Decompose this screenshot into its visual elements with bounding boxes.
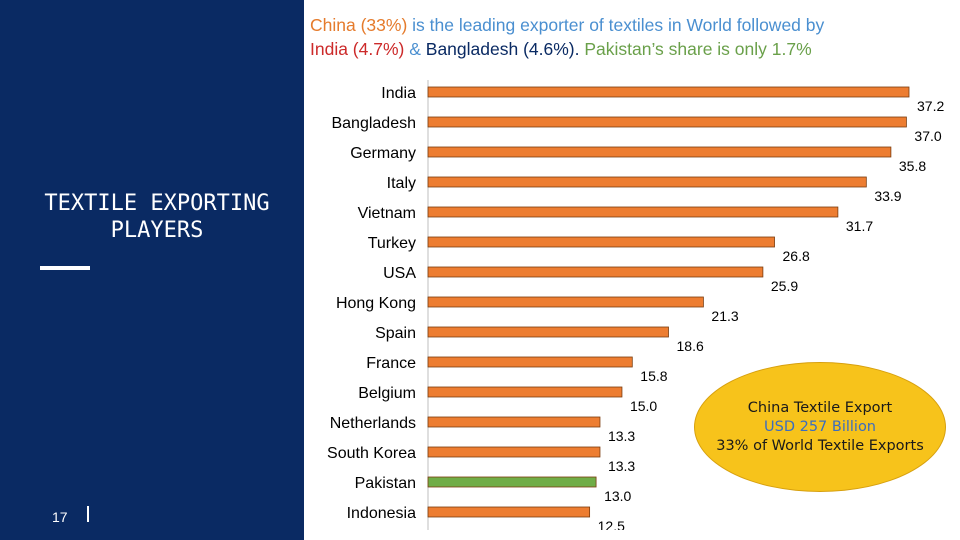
bar-bangladesh [427, 116, 907, 128]
bar-pakistan [427, 476, 597, 488]
export-bar-chart: India 37.2 Bangladesh 37.0 Germany 35.8 Italy 3… [327, 80, 944, 530]
category-label: Indonesia [347, 505, 416, 522]
callout-title: China Textile Export [747, 399, 893, 416]
value-label: 18.6 [677, 338, 704, 354]
category-label: Bangladesh [331, 115, 416, 132]
headline-line1: China (33%) is the leading exporter of t… [310, 13, 960, 37]
bar-italy [427, 176, 867, 188]
callout-share: 33% of World Textile Exports [716, 437, 924, 454]
bar-france [427, 356, 633, 368]
value-label: 37.0 [914, 128, 941, 144]
bar-netherlands [427, 416, 601, 428]
bar-south-korea [427, 446, 601, 458]
value-label: 31.7 [846, 218, 873, 234]
bar-hong-kong [427, 296, 704, 308]
category-label: Turkey [368, 235, 416, 252]
headline-line2: India (4.7%) & Bangladesh (4.6%). Pakist… [310, 37, 960, 61]
value-label: 37.2 [917, 98, 944, 114]
category-label: South Korea [327, 445, 416, 462]
section-title-line1: TEXTILE EXPORTING [44, 191, 270, 216]
headline: China (33%) is the leading exporter of t… [310, 13, 960, 61]
title-divider [40, 266, 90, 270]
category-label: Germany [350, 145, 416, 162]
headline-india: India (4.7%) [310, 39, 405, 59]
bar-vietnam [427, 206, 839, 218]
sidebar-panel: TEXTILE EXPORTING PLAYERS 17 [0, 0, 304, 540]
value-label: 33.9 [874, 188, 901, 204]
bar-indonesia [427, 506, 591, 518]
value-label: 12.5 [598, 518, 625, 530]
category-label: Belgium [358, 385, 416, 402]
headline-china: China (33%) [310, 15, 408, 35]
bar-spain [427, 326, 669, 338]
value-label: 13.3 [608, 458, 635, 474]
category-label: Italy [387, 175, 416, 192]
category-label: Pakistan [355, 475, 416, 492]
value-label: 35.8 [899, 158, 926, 174]
bar-usa [427, 266, 764, 278]
category-label: Spain [375, 325, 416, 342]
category-label: France [366, 355, 416, 372]
headline-pakistan: Pakistan’s share is only 1.7% [579, 39, 812, 59]
category-label: Hong Kong [336, 295, 416, 312]
page-number: 17 [52, 509, 68, 525]
bar-turkey [427, 236, 775, 248]
value-label: 13.3 [608, 428, 635, 444]
callout-amount: USD 257 Billion [764, 418, 876, 435]
category-label: Vietnam [358, 205, 416, 222]
value-label: 15.8 [640, 368, 667, 384]
value-label: 13.0 [604, 488, 631, 504]
value-label: 21.3 [711, 308, 738, 324]
value-label: 26.8 [783, 248, 810, 264]
headline-amp: & [404, 39, 426, 59]
value-label: 15.0 [630, 398, 657, 414]
section-title-line2: PLAYERS [110, 218, 204, 243]
headline-bangladesh: Bangladesh (4.6%). [425, 39, 580, 59]
headline-text: is the leading exporter of textiles in W… [407, 15, 825, 35]
china-callout: China Textile Export USD 257 Billion 33%… [694, 362, 946, 492]
bar-belgium [427, 386, 623, 398]
category-label: Netherlands [330, 415, 416, 432]
value-label: 25.9 [771, 278, 798, 294]
page-number-divider [87, 506, 89, 522]
category-label: India [381, 85, 416, 102]
category-label: USA [383, 265, 416, 282]
section-title: TEXTILE EXPORTING PLAYERS [14, 190, 300, 244]
bar-germany [427, 146, 892, 158]
bar-india [427, 86, 910, 98]
